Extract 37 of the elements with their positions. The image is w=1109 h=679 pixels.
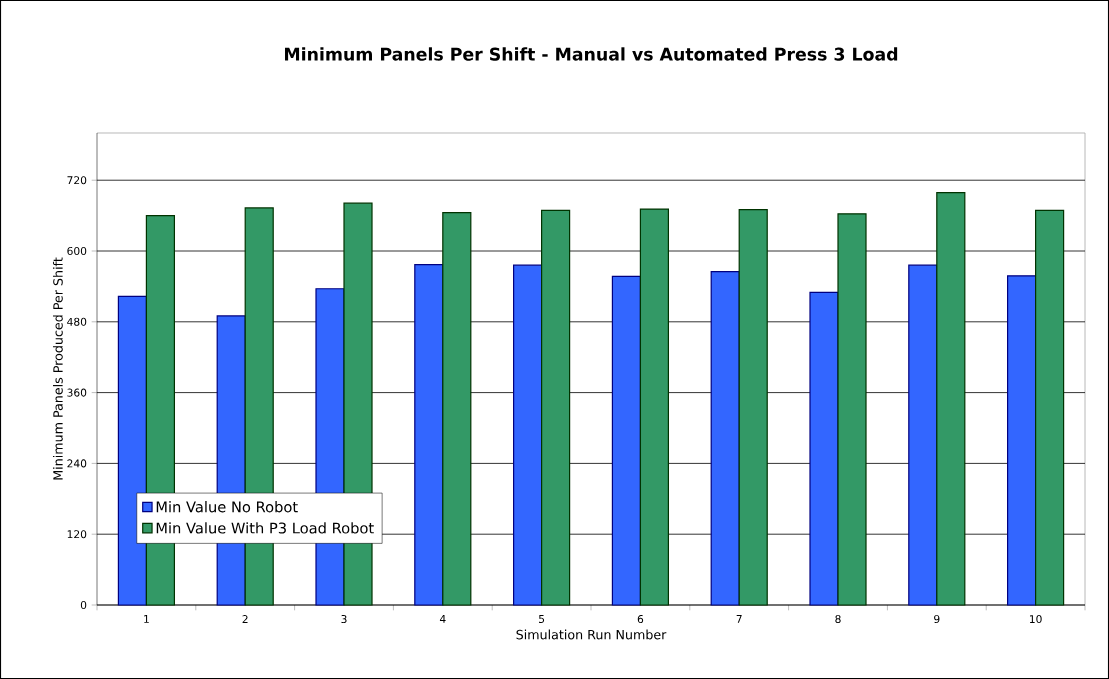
bar xyxy=(1035,209,1065,606)
y-tick-label: 720 xyxy=(67,176,87,185)
chart-title: Minimum Panels Per Shift - Manual vs Automated Press 3 Load xyxy=(285,47,898,61)
x-tick-label: 9 xyxy=(934,615,940,624)
bar xyxy=(936,192,966,606)
bar xyxy=(738,209,768,606)
legend-label: Min Value No Robot xyxy=(156,501,298,513)
legend-label: Min Value With P3 Load Robot xyxy=(156,522,374,534)
x-tick-label: 1 xyxy=(144,615,149,623)
x-tick-label: 7 xyxy=(736,615,742,623)
y-tick-label: 360 xyxy=(67,388,87,397)
x-tick-label: 10 xyxy=(1029,615,1042,624)
x-tick-label: 5 xyxy=(539,615,545,623)
bar xyxy=(117,295,147,606)
bar xyxy=(837,213,867,606)
bar xyxy=(710,271,740,606)
bar xyxy=(908,264,938,606)
x-axis-title: Simulation Run Number xyxy=(516,629,667,640)
bar xyxy=(639,208,670,606)
y-axis-title: Minimum Panels Produced Per Shift xyxy=(52,257,63,480)
y-tick-label: 600 xyxy=(67,246,87,256)
bar xyxy=(809,291,839,606)
x-tick-label: 6 xyxy=(637,615,644,624)
x-tick-label: 3 xyxy=(341,615,347,624)
x-tick-label: 8 xyxy=(835,615,841,624)
y-tick-label: 0 xyxy=(80,600,87,610)
bar xyxy=(442,212,472,606)
bar xyxy=(611,275,642,606)
y-tick-label: 480 xyxy=(67,317,87,326)
y-tick-label: 120 xyxy=(67,530,87,539)
bar xyxy=(1007,275,1037,606)
bar xyxy=(513,264,543,606)
x-tick-label: 4 xyxy=(439,615,446,623)
x-tick-label: 2 xyxy=(242,615,248,623)
bar xyxy=(414,263,444,606)
y-tick-label: 240 xyxy=(67,459,87,468)
bar xyxy=(541,209,571,606)
